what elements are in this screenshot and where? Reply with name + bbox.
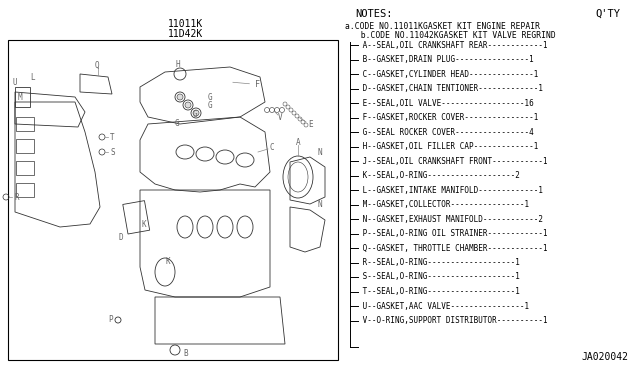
Text: K: K	[165, 257, 170, 266]
Text: S--SEAL,O-RING-------------------1: S--SEAL,O-RING-------------------1	[358, 273, 520, 282]
Bar	[16, 183, 34, 197]
Bar	[15, 87, 30, 107]
Text: R: R	[14, 192, 19, 202]
Bar	[16, 117, 34, 131]
Text: U--GASKET,AAC VALVE----------------1: U--GASKET,AAC VALVE----------------1	[358, 301, 529, 311]
Text: P: P	[108, 315, 113, 324]
Text: G: G	[208, 100, 212, 109]
Text: E--SEAL,OIL VALVE------------------16: E--SEAL,OIL VALVE------------------16	[358, 99, 534, 108]
Text: 11D42K: 11D42K	[168, 29, 203, 39]
Text: D: D	[118, 232, 123, 241]
Text: C--GASKET,CYLINDER HEAD--------------1: C--GASKET,CYLINDER HEAD--------------1	[358, 70, 538, 78]
Circle shape	[177, 94, 183, 100]
Circle shape	[193, 110, 199, 116]
Text: E: E	[308, 119, 312, 128]
Text: b.CODE NO.11042KGASKET KIT VALVE REGRIND: b.CODE NO.11042KGASKET KIT VALVE REGRIND	[351, 31, 556, 39]
Text: R--SEAL,O-RING-------------------1: R--SEAL,O-RING-------------------1	[358, 258, 520, 267]
Text: K--SEAL,O-RING-------------------2: K--SEAL,O-RING-------------------2	[358, 171, 520, 180]
Text: K: K	[142, 219, 147, 228]
Text: M: M	[18, 93, 22, 102]
Text: H: H	[175, 60, 180, 68]
Text: Q: Q	[95, 61, 100, 70]
Bar	[16, 161, 34, 175]
Text: P--SEAL,O-RING OIL STRAINER------------1: P--SEAL,O-RING OIL STRAINER------------1	[358, 229, 548, 238]
Text: N: N	[318, 199, 323, 208]
Text: D--GASKET,CHAIN TENTIONER-------------1: D--GASKET,CHAIN TENTIONER-------------1	[358, 84, 543, 93]
Text: L: L	[30, 73, 35, 81]
Bar	[8, 40, 338, 360]
Text: U: U	[12, 77, 17, 87]
Text: Q--GASKET, THROTTLE CHAMBER------------1: Q--GASKET, THROTTLE CHAMBER------------1	[358, 244, 548, 253]
Text: N--GASKET,EXHAUST MANIFOLD------------2: N--GASKET,EXHAUST MANIFOLD------------2	[358, 215, 543, 224]
Text: 11011K: 11011K	[168, 19, 203, 29]
Text: C: C	[270, 142, 275, 151]
Bar	[16, 139, 34, 153]
Text: F: F	[233, 80, 260, 89]
Text: V: V	[278, 112, 283, 122]
Text: G: G	[175, 119, 180, 128]
Text: NOTES:: NOTES:	[355, 9, 392, 19]
Text: T--SEAL,O-RING-------------------1: T--SEAL,O-RING-------------------1	[358, 287, 520, 296]
Text: B: B	[183, 350, 188, 359]
Text: M--GASKET,COLLECTOR----------------1: M--GASKET,COLLECTOR----------------1	[358, 200, 529, 209]
Bar	[123, 201, 150, 234]
Text: L--GASKET,INTAKE MANIFOLD-------------1: L--GASKET,INTAKE MANIFOLD-------------1	[358, 186, 543, 195]
Text: G--SEAL ROCKER COVER----------------4: G--SEAL ROCKER COVER----------------4	[358, 128, 534, 137]
Text: a.CODE NO.11011KGASKET KIT ENGINE REPAIR: a.CODE NO.11011KGASKET KIT ENGINE REPAIR	[345, 22, 540, 31]
Text: A--SEAL,OIL CRANKSHAFT REAR------------1: A--SEAL,OIL CRANKSHAFT REAR------------1	[358, 41, 548, 49]
Circle shape	[185, 102, 191, 108]
Text: G: G	[193, 109, 198, 119]
Text: G: G	[208, 93, 212, 102]
Text: JA020042: JA020042	[581, 352, 628, 362]
Text: V--O-RING,SUPPORT DISTRIBUTOR----------1: V--O-RING,SUPPORT DISTRIBUTOR----------1	[358, 316, 548, 325]
Text: T: T	[110, 132, 115, 141]
Text: A: A	[296, 138, 301, 147]
Text: Q'TY: Q'TY	[595, 9, 620, 19]
Text: S: S	[110, 148, 115, 157]
Text: B--GASKET,DRAIN PLUG----------------1: B--GASKET,DRAIN PLUG----------------1	[358, 55, 534, 64]
Text: F--GASKET,ROCKER COVER---------------1: F--GASKET,ROCKER COVER---------------1	[358, 113, 538, 122]
Text: H--GASKET,OIL FILLER CAP-------------1: H--GASKET,OIL FILLER CAP-------------1	[358, 142, 538, 151]
Text: J--SEAL,OIL CRANKSHAFT FRONT-----------1: J--SEAL,OIL CRANKSHAFT FRONT-----------1	[358, 157, 548, 166]
Text: N: N	[318, 148, 323, 157]
